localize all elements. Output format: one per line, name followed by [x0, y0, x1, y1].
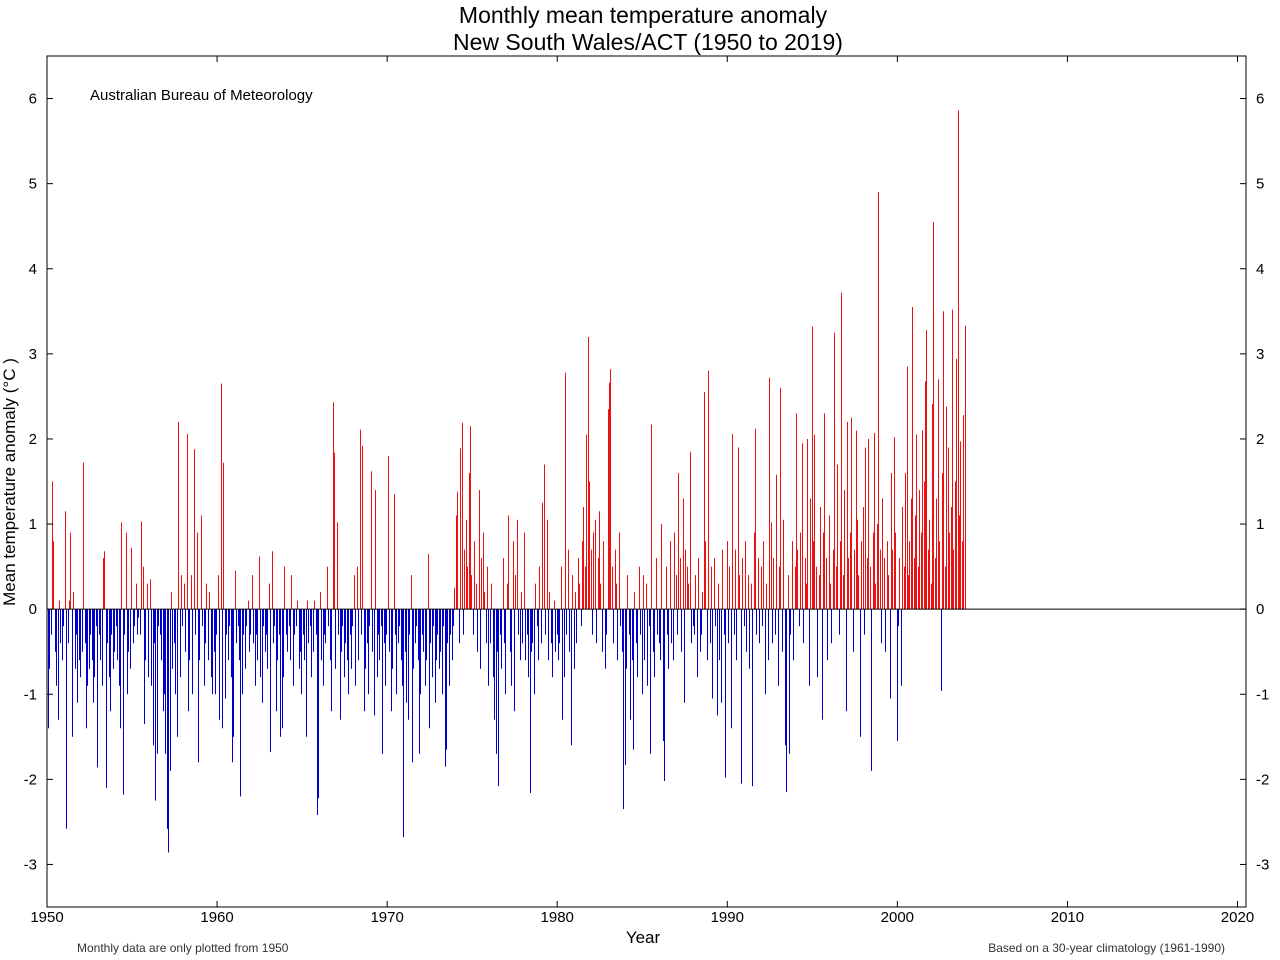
x-tick-label: 1970 [370, 909, 403, 926]
y-tick-label-right: 0 [1256, 601, 1264, 618]
y-tick-label: 2 [29, 431, 37, 448]
y-tick-label-right: 1 [1256, 516, 1264, 533]
y-tick-label-right: 6 [1256, 91, 1264, 108]
y-tick-label: 4 [29, 261, 37, 278]
y-tick-label: 1 [29, 516, 37, 533]
y-tick-label-right: -2 [1256, 771, 1269, 788]
y-tick-label: 0 [29, 601, 37, 618]
anomaly-bars [48, 110, 966, 853]
y-tick-label: -2 [24, 771, 37, 788]
y-tick-label-right: -3 [1256, 856, 1269, 873]
y-axis-label: Mean temperature anomaly (°C ) [0, 358, 19, 606]
x-tick-label: 1960 [200, 909, 233, 926]
footnote-left: Monthly data are only plotted from 1950 [77, 941, 289, 955]
x-tick-label: 2020 [1221, 909, 1254, 926]
y-tick-label-right: 5 [1256, 176, 1264, 193]
y-tick-label: 5 [29, 176, 37, 193]
x-tick-label: 1980 [541, 909, 574, 926]
x-tick-label: 2010 [1051, 909, 1084, 926]
y-tick-label: 3 [29, 346, 37, 363]
chart-subtitle: New South Wales/ACT (1950 to 2019) [453, 29, 843, 55]
y-tick-label-right: -1 [1256, 686, 1269, 703]
axis-ticks: 1950 1960 1970 1980 1990 2000 2010 2020-3 -3-2 -2… [24, 56, 1269, 926]
footnote-right: Based on a 30-year climatology (1961-199… [988, 941, 1225, 955]
source-annotation: Australian Bureau of Meteorology [90, 87, 313, 104]
y-tick-label: -1 [24, 686, 37, 703]
x-tick-label: 2000 [881, 909, 914, 926]
y-tick-label: 6 [29, 91, 37, 108]
chart-title: Monthly mean temperature anomaly [459, 2, 828, 28]
y-tick-label-right: 4 [1256, 261, 1264, 278]
x-tick-label: 1990 [711, 909, 744, 926]
y-tick-label-right: 2 [1256, 431, 1264, 448]
plot-frame [46, 55, 1247, 908]
x-axis-label: Year [626, 928, 661, 947]
x-tick-label: 1950 [30, 909, 63, 926]
y-tick-label-right: 3 [1256, 346, 1264, 363]
y-tick-label: -3 [24, 856, 37, 873]
